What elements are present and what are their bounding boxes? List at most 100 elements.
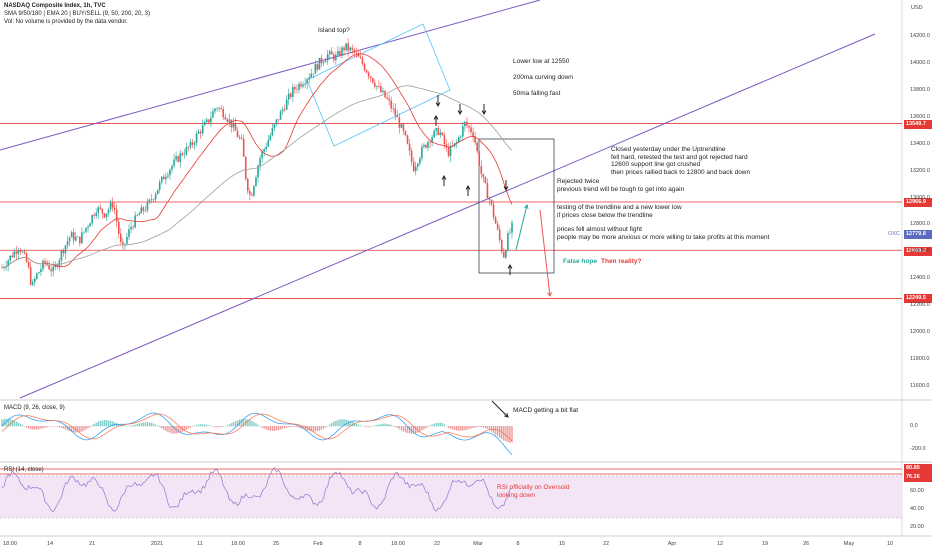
- macd-histogram-bar: [242, 418, 245, 427]
- candle-body: [363, 63, 366, 71]
- candle-body: [289, 93, 292, 97]
- macd-histogram-bar: [34, 426, 36, 430]
- candle-body: [341, 47, 343, 56]
- candle-body: [66, 241, 69, 246]
- candle-body: [349, 47, 351, 51]
- candle-body: [130, 226, 132, 230]
- candle-body: [122, 241, 124, 245]
- candle-body: [457, 137, 460, 142]
- macd-histogram-bar: [97, 421, 99, 427]
- macd-histogram-bar: [232, 422, 235, 427]
- macd-histogram-bar: [322, 426, 325, 429]
- candle-body: [124, 243, 126, 245]
- macd-histogram-bar: [64, 426, 67, 430]
- x-tick-label: 22: [602, 541, 610, 547]
- macd-histogram-bar: [257, 424, 259, 427]
- x-tick-label: 18:00: [3, 541, 17, 547]
- candle-body: [312, 73, 315, 75]
- candle-body: [203, 121, 206, 126]
- macd-histogram-bar: [398, 426, 401, 430]
- candle-body: [206, 119, 208, 122]
- candle-body: [29, 267, 32, 285]
- candle-body: [128, 229, 130, 237]
- macd-histogram-bar: [451, 426, 454, 430]
- macd-histogram-bar: [83, 426, 85, 431]
- symbol-tag: OXC: [888, 231, 900, 237]
- candle-body: [60, 250, 63, 261]
- macd-histogram-bar: [447, 426, 450, 428]
- x-tick-label: 12: [716, 541, 724, 547]
- macd-histogram-bar: [165, 426, 167, 431]
- macd-label: MACD (9, 26, close, 9): [4, 405, 65, 411]
- macd-histogram-bar: [443, 424, 446, 427]
- macd-histogram-bar: [171, 426, 173, 434]
- candle-body: [345, 43, 347, 51]
- macd-histogram-bar: [29, 426, 32, 430]
- candle-body: [81, 232, 83, 244]
- macd-histogram-bar: [23, 426, 26, 427]
- macd-line: [1, 412, 513, 456]
- macd-histogram-bar: [81, 426, 83, 432]
- candle-body: [240, 137, 243, 139]
- candle-body: [439, 132, 442, 135]
- up-arrow-head: [433, 114, 439, 120]
- signal-line: [1, 413, 513, 442]
- candle-body: [171, 165, 173, 170]
- macd-histogram-bar: [388, 424, 390, 427]
- macd-histogram-bar: [333, 421, 335, 427]
- candle-body: [277, 119, 280, 120]
- candle-body: [351, 47, 354, 50]
- candle-body: [421, 146, 423, 159]
- annotation-island: Island top?: [318, 27, 350, 34]
- candle-body: [140, 207, 143, 214]
- macd-histogram-bar: [204, 424, 206, 427]
- candle-body: [236, 130, 239, 138]
- macd-histogram-bar: [349, 420, 351, 427]
- candle-body: [365, 70, 368, 73]
- rsi-line: [1, 466, 513, 513]
- candle-body: [169, 169, 171, 176]
- candle-body: [310, 73, 313, 78]
- candle-body: [160, 176, 163, 183]
- macd-histogram-bar: [345, 419, 347, 427]
- candle-body: [408, 143, 411, 151]
- rsi-tick-label: 40.00: [910, 506, 924, 512]
- candle-body: [269, 135, 272, 141]
- candle-body: [191, 142, 194, 145]
- macd-arrow: [491, 400, 509, 418]
- candle-body: [11, 255, 14, 258]
- candle-body: [226, 119, 229, 122]
- macd-histogram-bar: [191, 426, 194, 427]
- currency-label: USD: [911, 5, 923, 11]
- macd-histogram-bar: [60, 426, 63, 428]
- macd-histogram-bar: [421, 426, 423, 431]
- candle-body: [259, 158, 261, 166]
- macd-histogram-bar: [36, 426, 38, 430]
- candle-body: [419, 158, 421, 164]
- up-arrow-head: [465, 184, 471, 190]
- candle-body: [42, 260, 44, 270]
- macd-histogram-bar: [220, 426, 222, 428]
- candle-body: [464, 121, 466, 127]
- price-level-badge: 12249.5: [904, 294, 932, 303]
- macd-histogram-bar: [501, 426, 503, 440]
- candle-body: [304, 83, 306, 85]
- candle-body: [292, 87, 294, 97]
- x-tick-label: Apr: [667, 541, 677, 547]
- up-arrow-head: [507, 263, 513, 269]
- macd-histogram-bar: [150, 422, 153, 427]
- candle-body: [449, 145, 452, 157]
- macd-histogram-bar: [240, 419, 243, 427]
- macd-histogram-bar: [382, 423, 384, 427]
- candle-body: [105, 213, 108, 218]
- candle-body: [437, 128, 440, 135]
- candle-body: [474, 136, 476, 143]
- candle-body: [283, 109, 286, 110]
- macd-histogram-bar: [298, 426, 300, 428]
- island-box: [306, 23, 451, 147]
- macd-histogram-bar: [25, 426, 28, 428]
- candle-body: [79, 236, 81, 244]
- macd-histogram-bar: [70, 426, 73, 432]
- macd-histogram-bar: [351, 421, 353, 427]
